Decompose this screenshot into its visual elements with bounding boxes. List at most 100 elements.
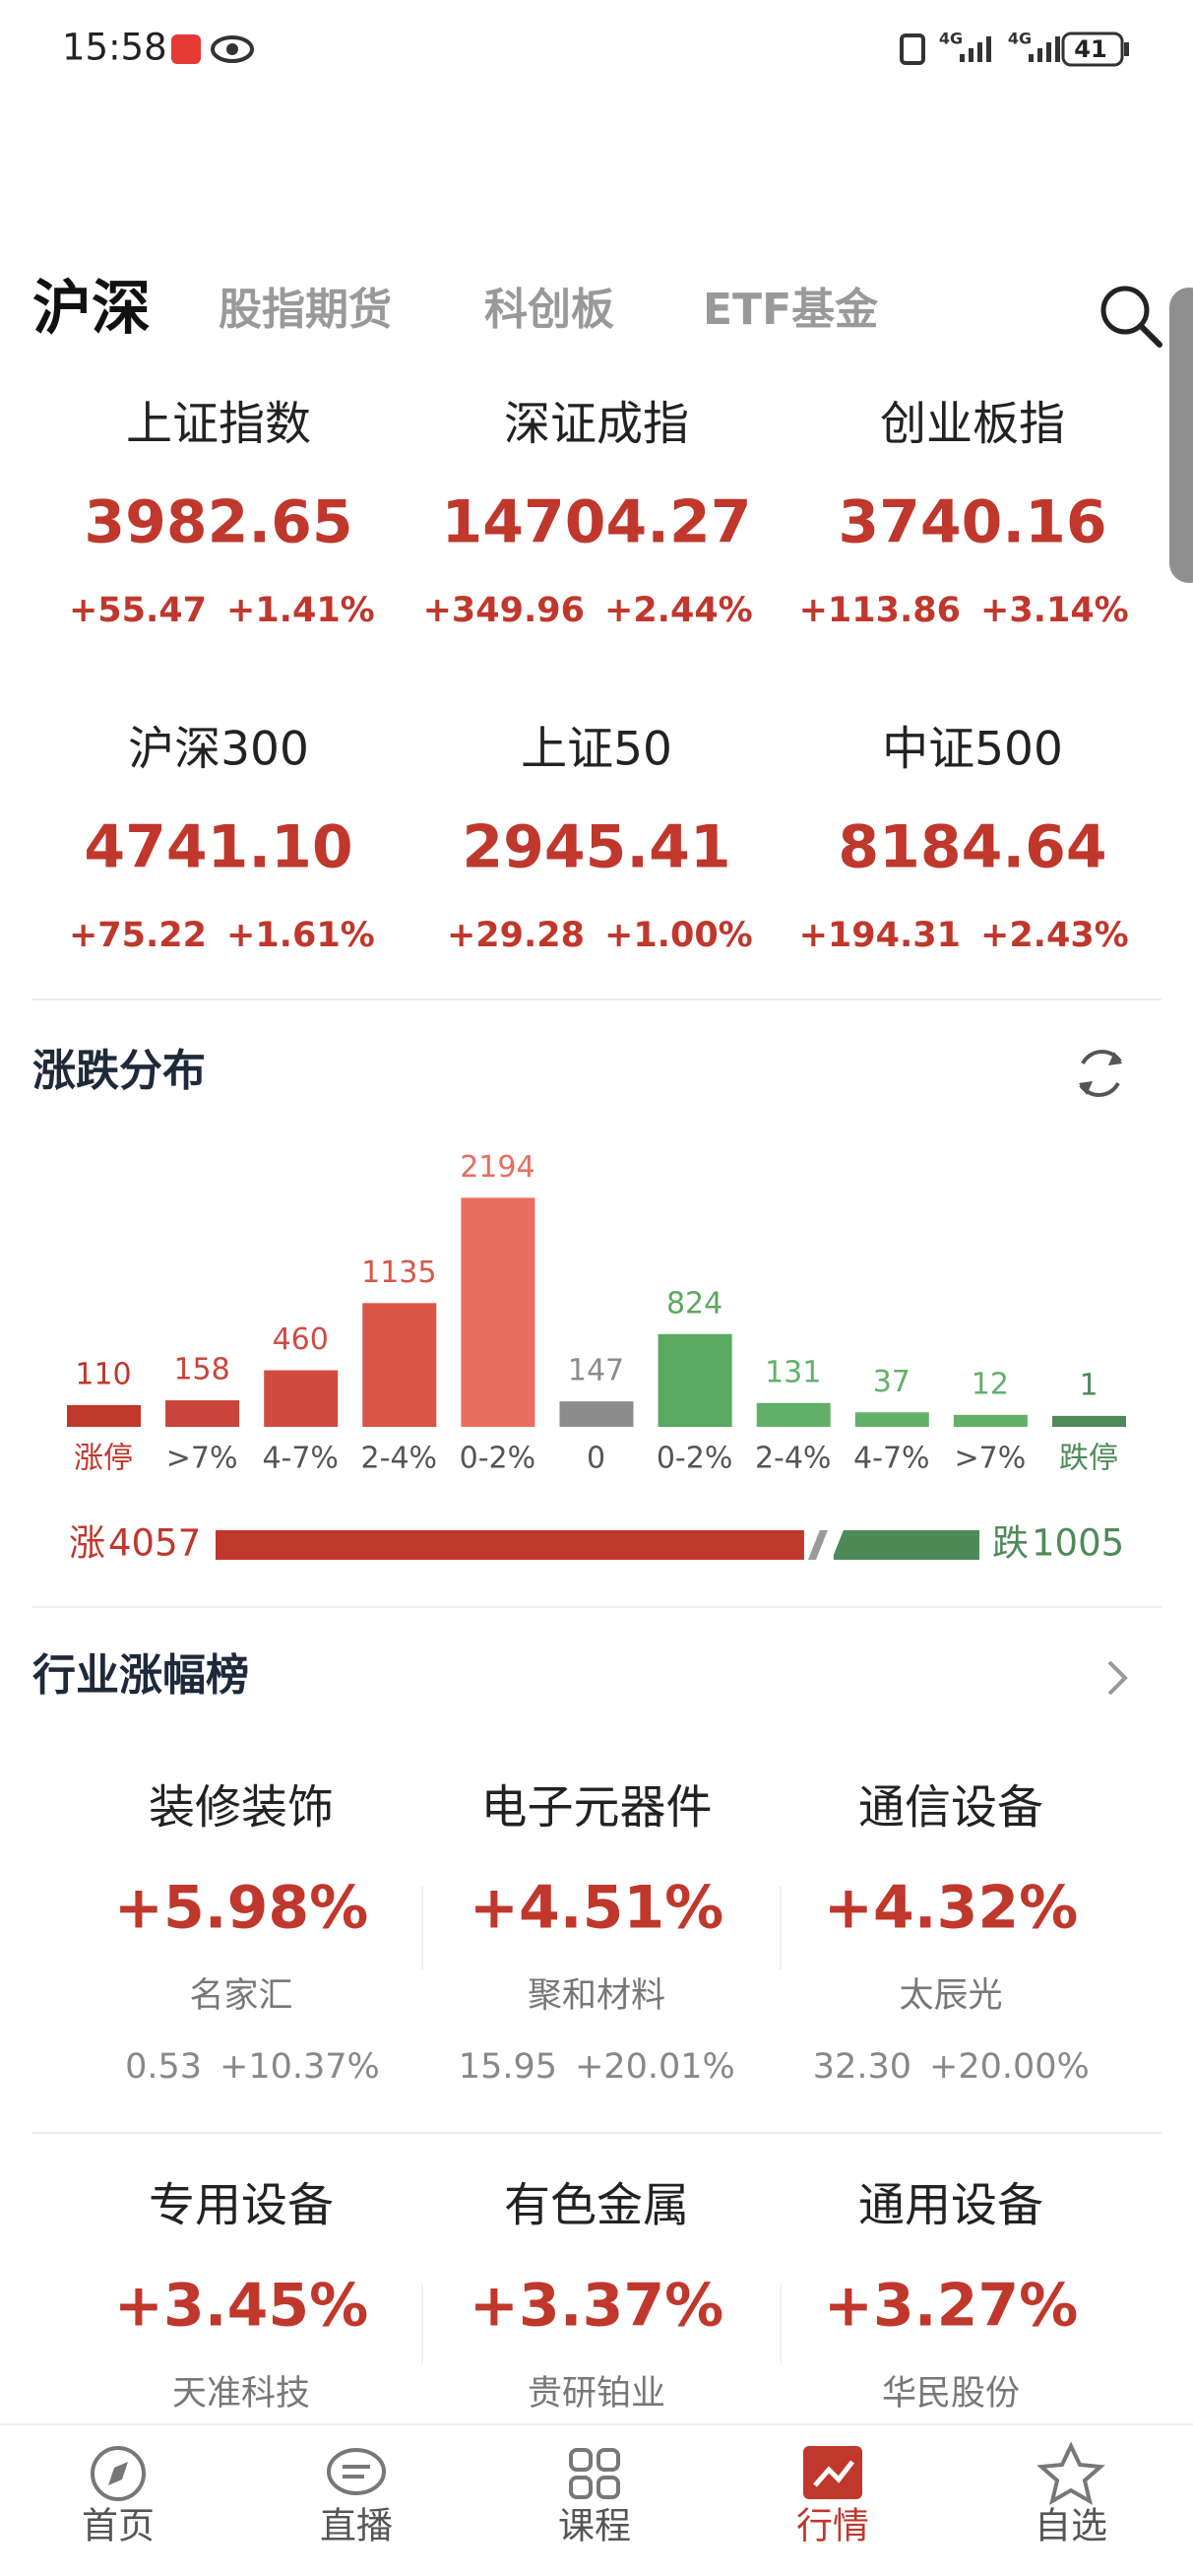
bar: [1052, 1415, 1126, 1427]
index-name: 上证指数: [126, 398, 311, 452]
down-label: 跌: [992, 1522, 1029, 1565]
bar: [953, 1414, 1028, 1427]
bar-value: 460: [273, 1322, 329, 1357]
stock-price: 15.95: [459, 2047, 557, 2087]
status-time: 15:58: [62, 27, 167, 69]
index-name: 沪深300: [128, 723, 309, 777]
tab[interactable]: 沪深: [32, 275, 151, 344]
industry-name: 装修装饰: [149, 1781, 334, 1835]
bar-gap-cut: [831, 1530, 844, 1560]
network-label: 4G: [1008, 30, 1032, 48]
refresh-arrows: [1079, 1052, 1122, 1095]
battery-level: 41: [1074, 35, 1106, 63]
index-pct: +1.00%: [604, 916, 753, 955]
up-count: 4057: [108, 1522, 201, 1565]
industry-pct: +4.32%: [824, 1874, 1078, 1943]
tab[interactable]: 股指期货: [219, 285, 392, 335]
nav-bar: [0, 2424, 1193, 2576]
bar-value: 147: [568, 1354, 624, 1388]
live-icon[interactable]: [327, 2448, 386, 2495]
bar: [67, 1404, 141, 1427]
bar-value: 158: [173, 1353, 229, 1387]
eye-icon: [211, 35, 254, 63]
nav-label[interactable]: 首页: [82, 2505, 155, 2547]
nav-label[interactable]: 课程: [558, 2505, 631, 2547]
nav-label[interactable]: 行情: [796, 2505, 869, 2547]
index-change: +29.28: [447, 916, 585, 955]
stock-pct: +20.00%: [929, 2047, 1090, 2087]
bar: [165, 1400, 240, 1427]
battery-tip: [1124, 42, 1129, 56]
index-name: 创业板指: [880, 398, 1065, 452]
industry-name: 专用设备: [149, 2179, 334, 2233]
bar: [854, 1412, 929, 1427]
bar-category: >7%: [166, 1442, 238, 1476]
eye-pupil: [226, 43, 238, 55]
tab[interactable]: ETF基金: [703, 285, 879, 335]
index-price: 4741.10: [84, 813, 352, 882]
industry-name: 通信设备: [858, 1781, 1043, 1835]
bar: [658, 1333, 732, 1427]
leading-stock: 聚和材料: [528, 1976, 665, 2016]
bar-value: 37: [873, 1365, 910, 1399]
index-change: +349.96: [423, 591, 585, 630]
app-icon: [171, 34, 201, 64]
index-pct: +1.61%: [226, 916, 375, 955]
stock-price: 32.30: [813, 2047, 911, 2087]
bar-value: 2194: [460, 1150, 534, 1185]
nfc-icon: [900, 33, 925, 65]
industry-pct: +3.45%: [114, 2272, 368, 2341]
bar-category: 0-2%: [657, 1442, 733, 1476]
nav-label[interactable]: 自选: [1035, 2505, 1107, 2547]
index-name: 上证50: [521, 723, 672, 777]
watchlist-icon[interactable]: [1036, 2441, 1105, 2506]
nav-label[interactable]: 直播: [320, 2505, 393, 2547]
bar: [756, 1402, 831, 1427]
chevron[interactable]: [1107, 1660, 1128, 1696]
bar-value: 131: [765, 1355, 821, 1389]
section-title: 涨跌分布: [32, 1046, 206, 1096]
compass-needle: [108, 2462, 128, 2485]
side-handle[interactable]: [1169, 288, 1193, 583]
bar-gap-stripe: [807, 1530, 828, 1560]
industry-name: 通用设备: [858, 2179, 1043, 2233]
industry-pct: +5.98%: [114, 1874, 368, 1943]
market-line: [813, 2460, 854, 2487]
index-change: +55.47: [69, 591, 207, 630]
index-name: 深证成指: [504, 398, 689, 452]
bar-category: 0: [587, 1442, 605, 1476]
search-icon[interactable]: [1100, 286, 1150, 335]
home-icon[interactable]: [91, 2446, 146, 2501]
tab[interactable]: 科创板: [484, 285, 614, 335]
industry-name: 有色金属: [504, 2179, 689, 2233]
bar-category: 4-7%: [853, 1442, 930, 1476]
index-pct: +2.43%: [980, 916, 1129, 955]
stock-pct: +20.01%: [575, 2047, 735, 2087]
industry-name: 电子元器件: [481, 1781, 713, 1835]
stock-pct: +10.37%: [220, 2047, 380, 2087]
bar-category: 2-4%: [361, 1442, 438, 1476]
course-icon[interactable]: [569, 2448, 620, 2499]
up-bar: [216, 1530, 804, 1560]
network-label: 4G: [939, 30, 963, 48]
battery-icon: [1061, 32, 1124, 67]
bar: [362, 1303, 437, 1427]
index-price: 8184.64: [838, 813, 1106, 882]
index-pct: +1.41%: [226, 591, 375, 630]
index-price: 2945.41: [462, 813, 730, 882]
bar: [559, 1401, 634, 1427]
index-price: 3982.65: [84, 488, 352, 557]
index-change: +75.22: [69, 916, 207, 955]
index-change: +113.86: [799, 591, 961, 630]
bar-category: 4-7%: [262, 1442, 339, 1476]
signal-icons: [960, 36, 1060, 62]
section-title: 行业涨幅榜: [32, 1650, 249, 1701]
bar-category: >7%: [955, 1442, 1027, 1476]
bar-value: 1: [1079, 1368, 1098, 1402]
stock-price: 0.53: [125, 2047, 202, 2087]
down-count: 1005: [1032, 1522, 1124, 1565]
down-bar: [833, 1530, 979, 1560]
